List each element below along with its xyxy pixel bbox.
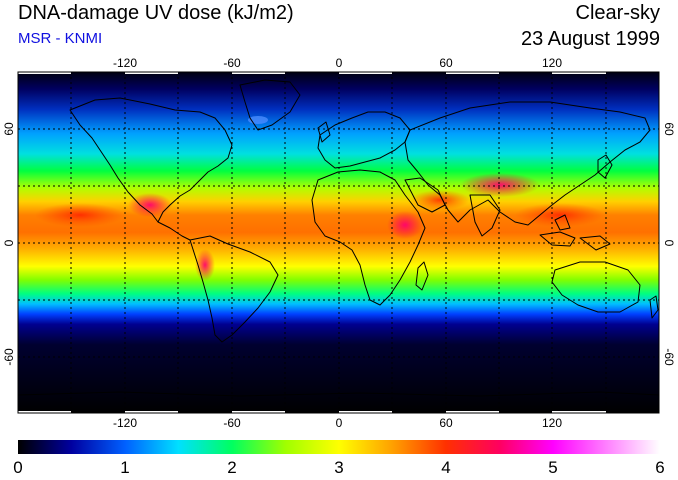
- colorbar-label-4: 4: [441, 458, 451, 477]
- colorbar-label-5: 5: [548, 458, 558, 477]
- lon-label-top-0: -120: [113, 56, 137, 70]
- mexico-hotspot: [128, 193, 172, 217]
- condition-label: Clear-sky: [575, 2, 660, 24]
- lon-label-bottom-1: -60: [223, 416, 241, 430]
- africa: [311, 169, 426, 306]
- coastlines: [18, 79, 659, 397]
- lon-label-bottom-0: -120: [113, 416, 137, 430]
- colorbar-label-1: 1: [120, 458, 130, 477]
- lat-label-left-0: 60: [2, 122, 16, 136]
- lon-label-top-1: -60: [223, 56, 241, 70]
- colorbar-label-6: 6: [655, 458, 665, 477]
- graticule: [18, 72, 659, 413]
- date-label: 23 August 1999: [520, 28, 660, 50]
- lon-label-top-4: 120: [542, 56, 562, 70]
- source-label: MSR - KNMI: [18, 30, 103, 47]
- greenland: [239, 79, 301, 131]
- frame-ticks: [18, 72, 606, 413]
- lat-label-right-2: -60: [662, 348, 676, 366]
- lon-label-bottom-3: 60: [439, 416, 453, 430]
- lon-label-bottom-4: 120: [542, 416, 562, 430]
- map-title: DNA-damage UV dose (kJ/m2): [18, 2, 294, 24]
- south-america: [189, 235, 279, 343]
- lon-label-top-3: 60: [439, 56, 453, 70]
- europe: [317, 111, 411, 169]
- colorbar-label-0: 0: [13, 458, 23, 477]
- asia: [404, 101, 651, 226]
- colorbar-label-3: 3: [334, 458, 344, 477]
- north-america: [69, 97, 233, 223]
- tibet-hotspot: [460, 173, 540, 197]
- lon-label-top-2: 0: [336, 56, 343, 70]
- lon-label-bottom-2: 0: [336, 416, 343, 430]
- lat-label-left-1: 0: [2, 239, 16, 246]
- lat-label-right-0: 60: [662, 122, 676, 136]
- colorbar-label-2: 2: [227, 458, 237, 477]
- colorbar: [18, 440, 660, 454]
- australia: [551, 261, 641, 313]
- lat-label-right-1: 0: [662, 240, 676, 247]
- lat-label-left-2: -60: [2, 348, 16, 366]
- ethiopia-hotspot: [387, 211, 423, 239]
